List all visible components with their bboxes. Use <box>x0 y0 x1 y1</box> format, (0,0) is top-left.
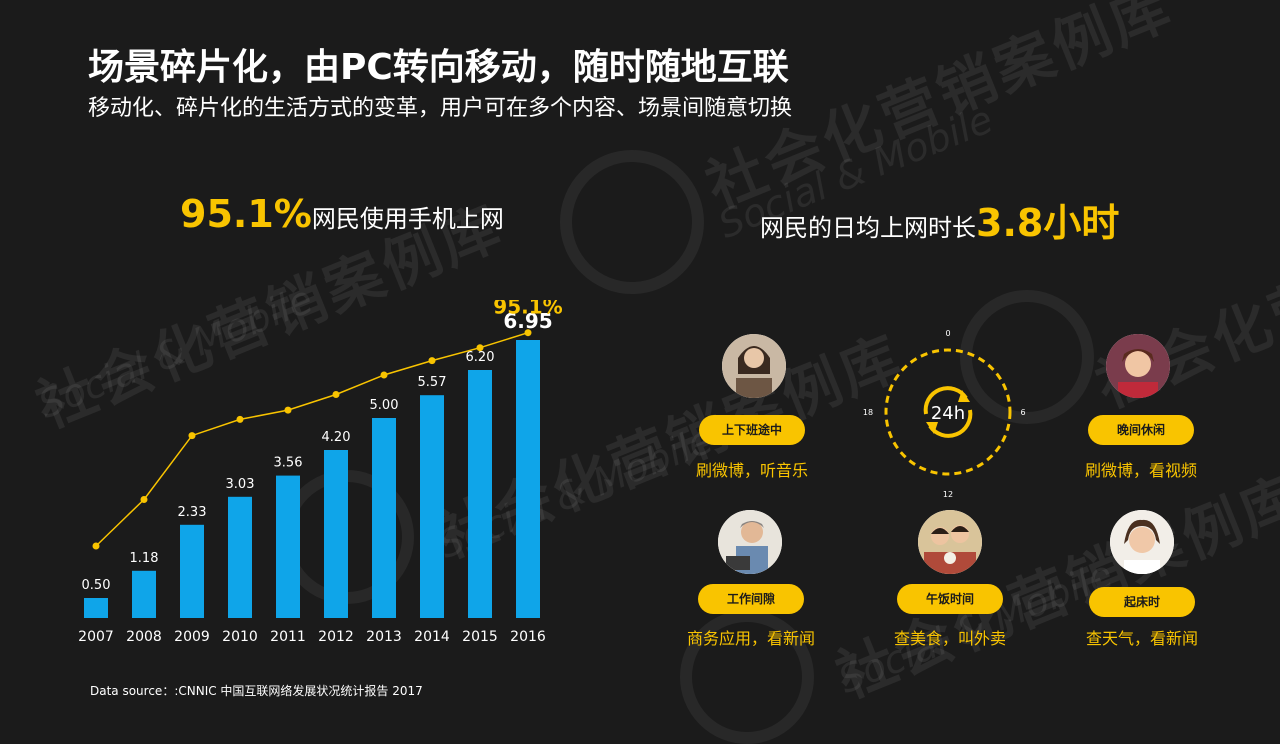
woman-phone-photo-icon <box>722 334 786 398</box>
friends-lunch-photo-icon <box>918 510 982 574</box>
chart-bar-label-2015: 6.20 <box>466 350 495 365</box>
chart-x-tick-2009: 2009 <box>174 629 210 645</box>
scenario-pill-evening: 晚间休闲 <box>1088 415 1194 445</box>
scenario-pill-lunch: 午饭时间 <box>897 584 1003 614</box>
watermark-logo-icon <box>560 150 704 294</box>
chart-line-point-2015 <box>476 344 484 352</box>
chart-bar-label-2011: 3.56 <box>274 456 303 471</box>
chart-line-point-2016 <box>524 329 532 337</box>
page-title: 场景碎片化，由PC转向移动，随时随地互联 <box>88 47 789 88</box>
chart-x-tick-2007: 2007 <box>78 629 114 645</box>
chart-bar-label-2016: 6.95 <box>503 309 552 333</box>
mobile-users-chart: 0.50 2007 1.18 2008 2.33 2009 3.03 2010 3.56 2011… <box>78 300 563 645</box>
chart-bar-2015 <box>468 370 492 618</box>
chart-line-point-2011 <box>284 406 292 414</box>
chart-line-point-2008 <box>140 496 148 503</box>
chart-bar-2016 <box>516 340 540 618</box>
chart-bar-label-2008: 1.18 <box>130 551 159 566</box>
chart-bar-2014 <box>420 395 444 618</box>
chart-line-end-label: 95.1% <box>493 300 562 319</box>
chart-bar-2012 <box>324 450 348 618</box>
stat-daily-hours-label: 网民的日均上网时长 <box>760 214 976 242</box>
chart-line-point-2009 <box>188 432 196 440</box>
chart-x-tick-2016: 2016 <box>510 629 546 645</box>
clock-tick-12: 12 <box>943 490 953 499</box>
scenario-activity-wake-up: 查天气，看新闻 <box>1085 629 1198 648</box>
chart-bar-2013 <box>372 418 396 618</box>
chart-bar-label-2009: 2.33 <box>178 505 207 520</box>
stat-daily-hours-value: 3.8小时 <box>976 201 1120 245</box>
chart-bar-label-2012: 4.20 <box>322 430 351 445</box>
stat-daily-hours: 网民的日均上网时长3.8小时 <box>760 192 1119 247</box>
clock-24h-icon: 24h 0 6 12 18 <box>863 329 1026 499</box>
chart-x-tick-2011: 2011 <box>270 629 306 645</box>
stat-mobile-usage-label: 网民使用手机上网 <box>311 205 504 233</box>
scenario-activity-evening: 刷微博，看视频 <box>1084 461 1197 480</box>
slide: 社会化营销案例库 Social & Mobile 社会化营销案例库 Social… <box>27 0 1280 744</box>
chart-bar-2010 <box>228 496 252 618</box>
chart-line-point-2012 <box>332 391 340 398</box>
chart-line-point-2014 <box>428 357 436 365</box>
chart-bar-2007 <box>84 598 108 618</box>
chart-x-tick-2013: 2013 <box>366 629 402 645</box>
chart-bar-label-2010: 3.03 <box>226 477 255 492</box>
clock-tick-18: 18 <box>863 408 873 417</box>
scenario-activity-work-break: 商务应用，看新闻 <box>686 629 815 648</box>
chart-bar-2011 <box>276 475 300 618</box>
clock-arrowhead <box>958 390 970 402</box>
clock-tick-6: 6 <box>1020 408 1025 417</box>
chart-x-tick-2008: 2008 <box>126 629 162 645</box>
chart-bar-2009 <box>180 524 204 618</box>
chart-bar-2008 <box>132 570 156 618</box>
woman-watching-photo-icon <box>1106 334 1170 398</box>
clock-center-label: 24h <box>931 403 965 424</box>
scenario-pill-commute: 上下班途中 <box>699 415 805 445</box>
chart-line-point-2007 <box>92 542 100 550</box>
stat-mobile-usage-value: 95.1% <box>180 192 312 236</box>
woman-waking-photo-icon <box>1110 510 1174 574</box>
chart-x-tick-2010: 2010 <box>222 629 258 645</box>
chart-x-tick-2012: 2012 <box>318 629 354 645</box>
clock-arrowhead <box>926 422 938 434</box>
chart-bar-label-2013: 5.00 <box>370 398 399 413</box>
clock-tick-0: 0 <box>945 329 950 338</box>
chart-line-series <box>95 331 529 547</box>
clock-arrow-bottom <box>928 409 973 438</box>
page-subtitle: 移动化、碎片化的生活方式的变革，用户可在多个内容、场景间随意切换 <box>88 96 793 121</box>
data-source: Data source：:CNNIC 中国互联网络发展状况统计报告 2017 <box>90 684 423 698</box>
scenario-activity-commute: 刷微博，听音乐 <box>695 461 808 480</box>
man-laptop-photo-icon <box>718 510 782 574</box>
chart-x-tick-2014: 2014 <box>414 629 450 645</box>
chart-bar-label-2007: 0.50 <box>82 578 111 593</box>
chart-line-point-2013 <box>380 371 388 379</box>
stat-mobile-usage: 95.1%网民使用手机上网 <box>180 192 504 236</box>
scenario-pill-wake-up: 起床时 <box>1089 587 1195 617</box>
chart-line-point-2010 <box>236 415 244 423</box>
clock-arrow-top <box>923 386 968 415</box>
chart-bar-label-2014: 5.57 <box>418 375 447 390</box>
scenario-pill-work-break: 工作间隙 <box>698 584 804 614</box>
clock-ring <box>884 348 1012 476</box>
scenario-activity-lunch: 查美食，叫外卖 <box>893 629 1006 648</box>
chart-x-tick-2015: 2015 <box>462 629 498 645</box>
